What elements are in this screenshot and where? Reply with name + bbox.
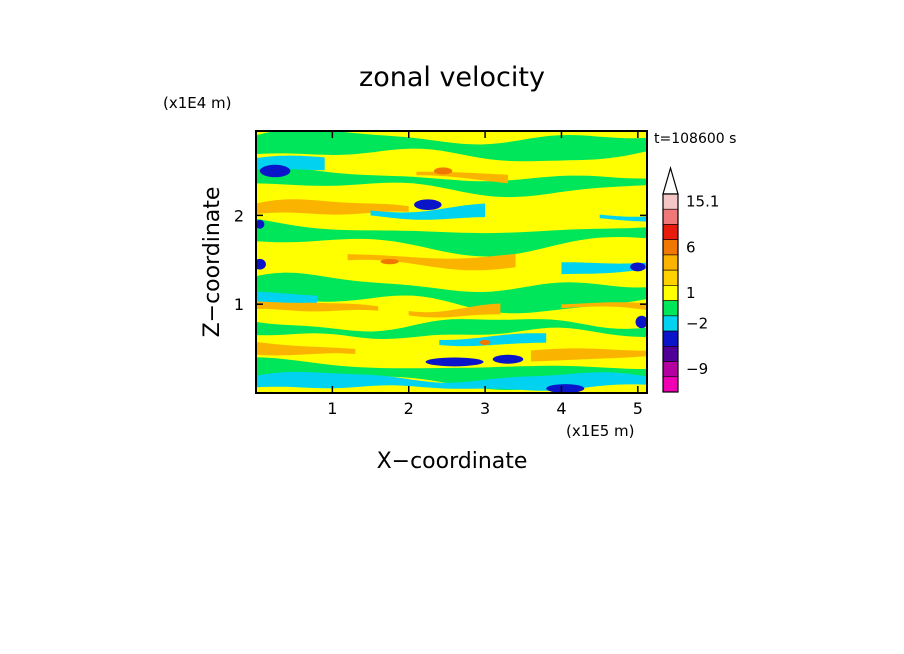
colorbar-swatch bbox=[662, 330, 679, 347]
orange-band bbox=[530, 348, 647, 362]
green-band bbox=[256, 131, 647, 162]
cyan-band bbox=[439, 333, 547, 347]
colorbar-swatch bbox=[662, 376, 679, 393]
cyan-band bbox=[561, 262, 647, 275]
orange-band bbox=[416, 171, 508, 184]
orange-band bbox=[561, 302, 647, 311]
x-tick-label: 1 bbox=[327, 399, 337, 418]
green-band bbox=[256, 218, 647, 257]
cyan-band bbox=[370, 203, 486, 220]
axis-ticks: 1 2 3 4 5 1 2 bbox=[234, 131, 647, 418]
colorbar-label: 15.1 bbox=[686, 193, 719, 211]
x-axis-title: X−coordinate bbox=[377, 449, 528, 474]
green-band bbox=[256, 319, 647, 339]
x-tick-label: 4 bbox=[556, 399, 566, 418]
colorbar-swatch bbox=[662, 193, 679, 210]
colorbar-swatch bbox=[662, 269, 679, 286]
blue-patch bbox=[630, 262, 646, 272]
colorbar-swatch bbox=[662, 300, 679, 317]
red-spot bbox=[433, 167, 453, 175]
x-tick-label: 3 bbox=[480, 399, 490, 418]
colorbar-label: −9 bbox=[686, 360, 708, 378]
colorbar-swatch bbox=[662, 285, 679, 301]
blue-patch bbox=[492, 354, 524, 364]
contour-field bbox=[256, 131, 647, 393]
time-label: t=108600 s bbox=[654, 131, 736, 147]
colorbar-label: 1 bbox=[686, 284, 696, 302]
colorbar-frame bbox=[662, 193, 679, 393]
blue-patch bbox=[256, 258, 266, 270]
orange-band bbox=[256, 341, 356, 356]
blue-patch bbox=[546, 384, 585, 393]
cyan-band bbox=[599, 214, 647, 222]
orange-band bbox=[347, 253, 516, 271]
cyan-band bbox=[256, 291, 318, 303]
orange-band bbox=[256, 199, 409, 215]
cyan-band bbox=[256, 371, 647, 391]
y-tick-label: 1 bbox=[234, 295, 244, 314]
colorbar-swatch bbox=[662, 254, 679, 271]
x-scale-note: (x1E5 m) bbox=[566, 422, 635, 440]
green-band bbox=[256, 166, 647, 198]
green-band bbox=[256, 272, 647, 314]
blue-patch bbox=[259, 164, 291, 178]
blue-patch bbox=[256, 219, 265, 229]
colorbar-swatch bbox=[662, 346, 679, 362]
colorbar-swatch bbox=[662, 208, 679, 225]
y-tick-label: 2 bbox=[234, 206, 244, 225]
colorbar-swatch bbox=[662, 224, 679, 240]
blue-patch bbox=[414, 199, 442, 211]
red-spot bbox=[380, 258, 399, 265]
blue-patch bbox=[635, 315, 647, 329]
orange-band bbox=[408, 303, 501, 318]
blue-patch bbox=[425, 357, 484, 367]
colorbar: 15.1 6 1 −2 −9 bbox=[662, 165, 719, 393]
colorbar-extend-arrow bbox=[662, 165, 679, 195]
y-scale-note: (x1E4 m) bbox=[163, 94, 232, 112]
colorbar-swatch bbox=[662, 361, 679, 378]
x-tick-label: 2 bbox=[404, 399, 414, 418]
colorbar-swatch bbox=[662, 239, 679, 256]
colorbar-swatch bbox=[662, 315, 679, 332]
colorbar-label: 6 bbox=[686, 238, 696, 256]
colorbar-label: −2 bbox=[686, 314, 708, 332]
red-spot bbox=[479, 339, 491, 346]
chart-title: zonal velocity bbox=[359, 62, 545, 93]
x-tick-label: 5 bbox=[633, 399, 643, 418]
y-axis-title: Z−coordinate bbox=[200, 187, 225, 338]
plot-frame bbox=[255, 130, 648, 394]
